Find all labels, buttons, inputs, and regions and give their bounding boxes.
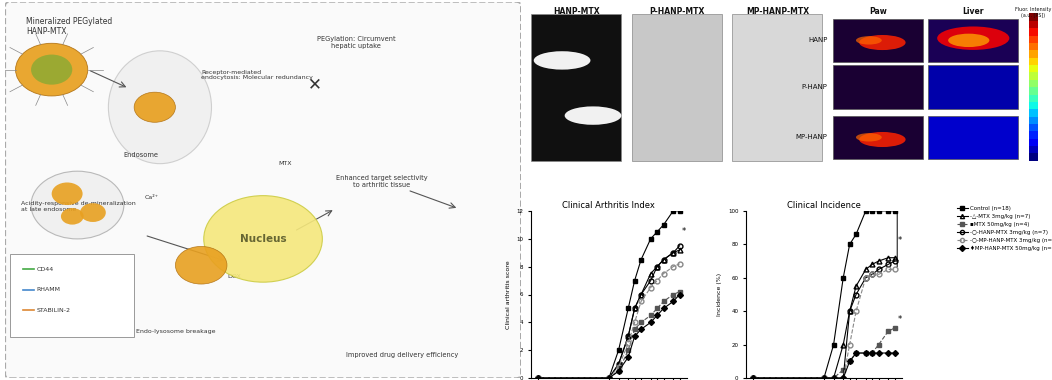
Text: Nucleus: Nucleus: [240, 234, 286, 244]
Text: ✕: ✕: [307, 76, 322, 93]
Circle shape: [32, 55, 73, 85]
Text: P-HANP: P-HANP: [802, 84, 828, 90]
Bar: [1029, 101, 1038, 109]
Text: Paw: Paw: [869, 7, 887, 16]
Bar: [1029, 72, 1038, 80]
Circle shape: [176, 246, 227, 284]
Text: *: *: [898, 315, 903, 324]
Text: Ca²⁺: Ca²⁺: [144, 195, 159, 200]
Circle shape: [204, 196, 322, 282]
Circle shape: [948, 34, 989, 47]
Bar: [1029, 116, 1038, 124]
Text: RHAMM: RHAMM: [36, 287, 60, 292]
Bar: [1029, 109, 1038, 117]
Bar: [1029, 50, 1038, 58]
Text: MP-HANP: MP-HANP: [795, 135, 828, 140]
Text: MTX: MTX: [279, 161, 292, 166]
Bar: [1029, 57, 1038, 65]
Circle shape: [80, 203, 106, 222]
Title: Clinical Arthritis Index: Clinical Arthritis Index: [563, 201, 655, 210]
Circle shape: [937, 27, 1009, 50]
Circle shape: [61, 208, 83, 225]
Title: Clinical Incidence: Clinical Incidence: [787, 201, 861, 210]
Circle shape: [856, 36, 882, 44]
Circle shape: [565, 106, 622, 125]
Ellipse shape: [108, 51, 211, 164]
Circle shape: [859, 35, 906, 50]
Text: *: *: [898, 236, 903, 245]
Bar: [1029, 35, 1038, 43]
Circle shape: [52, 182, 83, 205]
Text: Acidity-responsive de-mineralization
at late endosome: Acidity-responsive de-mineralization at …: [21, 201, 136, 212]
Bar: [531, 14, 622, 161]
Circle shape: [16, 43, 87, 96]
Bar: [928, 116, 1018, 159]
Bar: [1029, 79, 1038, 87]
Bar: [1029, 124, 1038, 131]
Text: Endo-lysosome breakage: Endo-lysosome breakage: [136, 329, 216, 334]
Bar: [833, 19, 923, 62]
Bar: [1029, 146, 1038, 154]
Text: DOX: DOX: [227, 274, 241, 279]
Text: Endosome: Endosome: [124, 152, 159, 158]
Text: Enhanced target selectivity
to arthritic tissue: Enhanced target selectivity to arthritic…: [336, 175, 427, 188]
Bar: [833, 116, 923, 159]
Bar: [1029, 138, 1038, 146]
Bar: [1029, 65, 1038, 73]
Bar: [1029, 87, 1038, 95]
Bar: [1029, 28, 1038, 36]
Bar: [1029, 43, 1038, 51]
Legend: Control (n=18), -△-MTX 3mg/kg (n=7), ▪MTX 50mg/kg (n=4), -○-HANP-MTX 3mg/kg (n=7: Control (n=18), -△-MTX 3mg/kg (n=7), ▪MT…: [955, 205, 1052, 252]
Text: Receptor-mediated
endocytosis: Molecular redundancy: Receptor-mediated endocytosis: Molecular…: [201, 70, 313, 81]
Text: *: *: [682, 227, 687, 236]
Bar: [732, 14, 823, 161]
Circle shape: [856, 133, 882, 141]
Text: P-HANP-MTX: P-HANP-MTX: [649, 7, 705, 16]
Text: Fluor. Intensity
(a.u. [PS]): Fluor. Intensity (a.u. [PS]): [1015, 7, 1052, 18]
Circle shape: [32, 171, 124, 239]
Bar: [1029, 131, 1038, 139]
Text: Mineralized PEGylated
HANP-MTX: Mineralized PEGylated HANP-MTX: [26, 17, 113, 36]
FancyBboxPatch shape: [11, 254, 135, 337]
Bar: [928, 19, 1018, 62]
Bar: [631, 14, 722, 161]
Bar: [928, 65, 1018, 109]
Text: STABILIN-2: STABILIN-2: [36, 308, 70, 313]
Circle shape: [135, 92, 176, 122]
Text: Liver: Liver: [963, 7, 984, 16]
Y-axis label: Clinical arthritis score: Clinical arthritis score: [506, 260, 511, 329]
Text: PEGylation: Circumvent
hepatic uptake: PEGylation: Circumvent hepatic uptake: [317, 36, 396, 49]
Bar: [1029, 94, 1038, 102]
Text: HANP: HANP: [808, 37, 828, 43]
Text: CD44: CD44: [36, 266, 54, 271]
Bar: [833, 65, 923, 109]
Text: Improved drug delivery efficiency: Improved drug delivery efficiency: [346, 352, 459, 358]
Bar: [1029, 21, 1038, 28]
Y-axis label: Incidence (%): Incidence (%): [717, 273, 723, 316]
Bar: [1029, 153, 1038, 161]
Bar: [1029, 13, 1038, 21]
Text: HANP-MTX: HANP-MTX: [553, 7, 600, 16]
FancyBboxPatch shape: [5, 2, 521, 378]
Text: MP-HANP-MTX: MP-HANP-MTX: [746, 7, 809, 16]
Circle shape: [859, 132, 906, 147]
Circle shape: [533, 51, 590, 70]
